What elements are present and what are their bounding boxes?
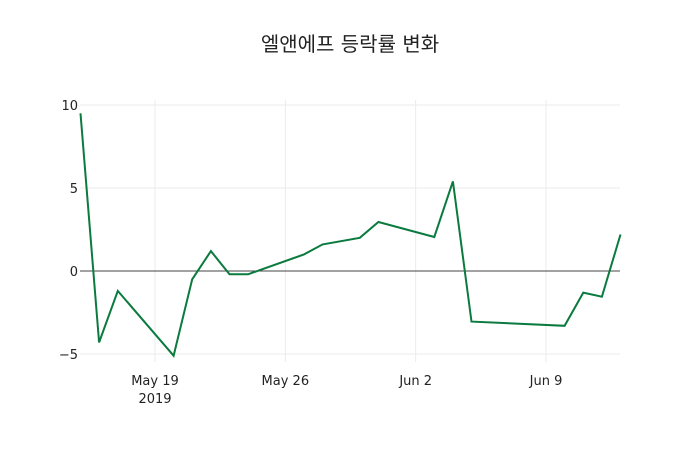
x-axis-ticks: May 19 2019 May 26 Jun 2 Jun 9 xyxy=(131,374,562,407)
y-tick-label: 5 xyxy=(70,182,78,197)
y-axis-ticks: 10 5 0 −5 xyxy=(59,99,78,363)
gridlines xyxy=(80,100,620,362)
x-tick-year: 2019 xyxy=(138,392,171,407)
x-tick-label: Jun 2 xyxy=(398,374,432,389)
x-tick-label: May 26 xyxy=(262,374,310,389)
y-tick-label: −5 xyxy=(59,348,78,363)
x-tick-label: Jun 9 xyxy=(529,374,563,389)
y-tick-label: 0 xyxy=(70,265,78,280)
series-line xyxy=(79,113,622,358)
x-tick-label: May 19 xyxy=(131,374,179,389)
chart-title: 엘앤에프 등락률 변화 xyxy=(260,32,440,56)
y-tick-label: 10 xyxy=(61,99,78,114)
